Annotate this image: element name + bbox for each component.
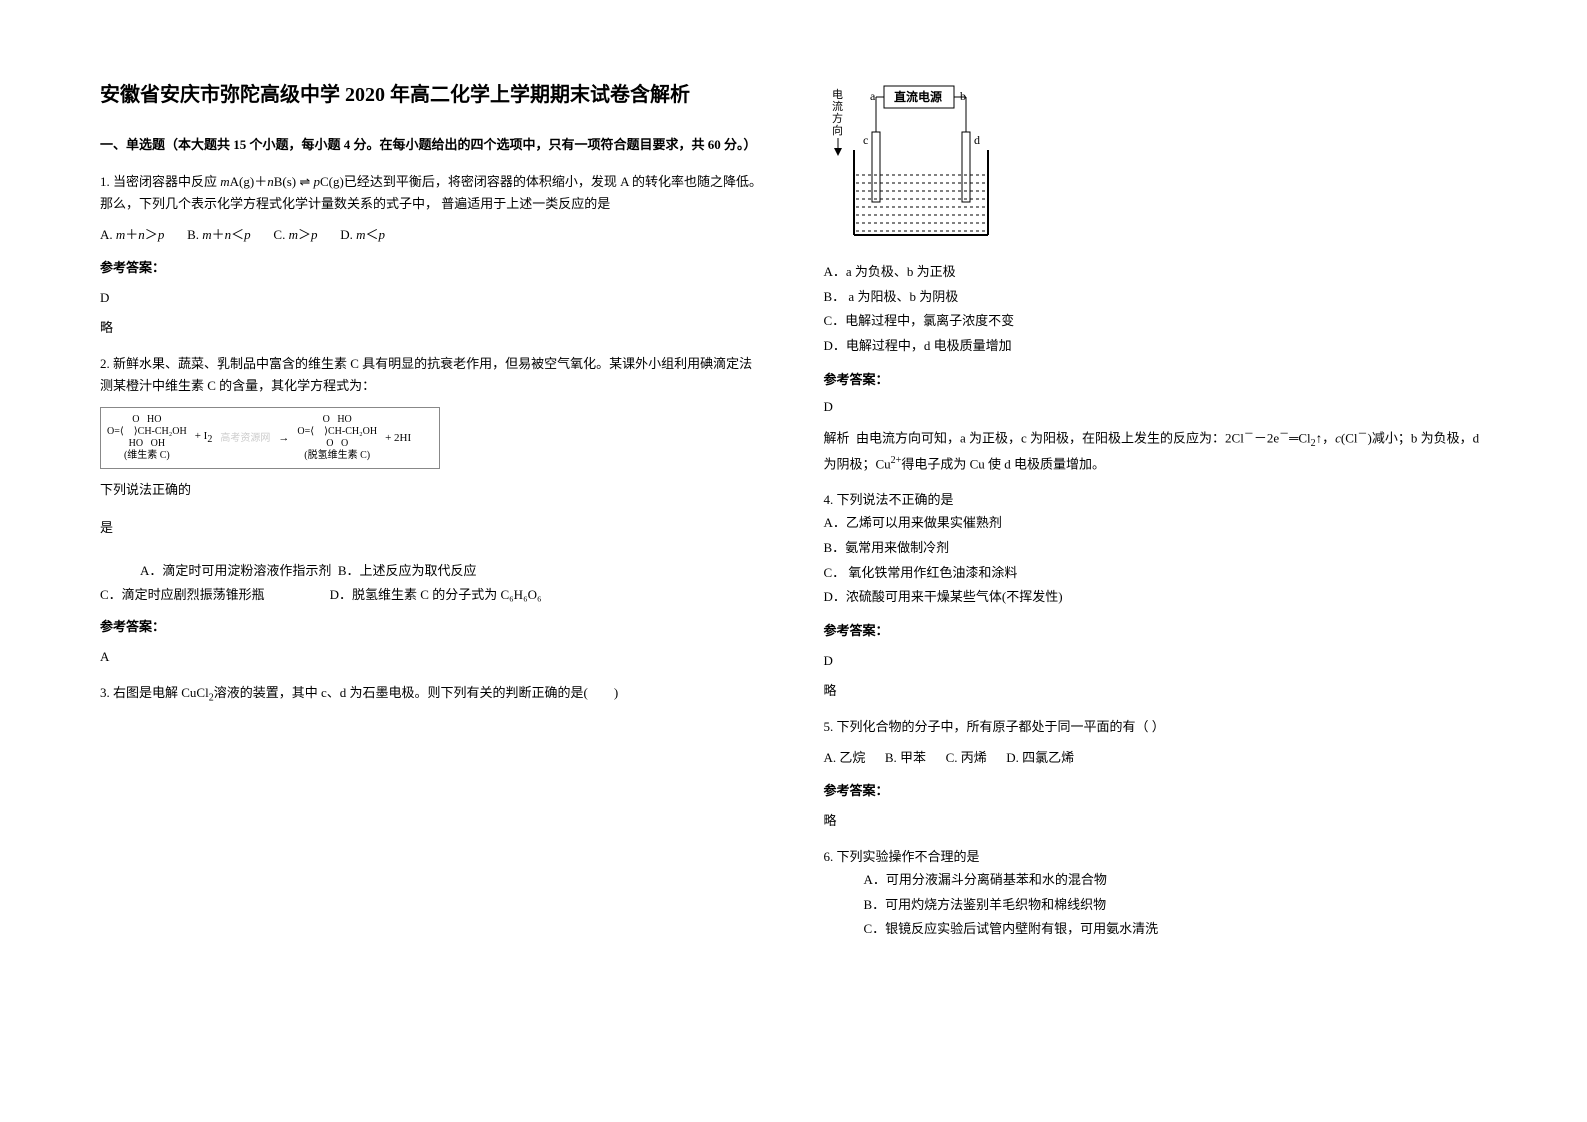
- q6-optA: A．可用分液漏斗分离硝基苯和水的混合物: [864, 868, 1488, 893]
- q5-optD: D. 四氯乙烯: [1006, 750, 1074, 765]
- q2-ans: A: [100, 646, 764, 668]
- q2-optC: C．滴定时应剧烈振荡锥形瓶: [100, 587, 265, 602]
- q4-optA: A．乙烯可以用来做果实催熟剂: [824, 511, 1488, 536]
- q3-optB: B． a 为阳极、b 为阴极: [824, 285, 1488, 310]
- q1-ans-label: 参考答案：: [100, 257, 764, 279]
- q2-options: A．滴定时可用淀粉溶液作指示剂 B．上述反应为取代反应 C．滴定时应剧烈振荡锥形…: [100, 559, 764, 606]
- q2-optA: A．滴定时可用淀粉溶液作指示剂: [140, 563, 331, 578]
- plus-i2: + I2: [195, 427, 213, 448]
- q6-options: A．可用分液漏斗分离硝基苯和水的混合物 B．可用灼烧方法鉴别羊毛织物和棉线织物 …: [824, 868, 1488, 942]
- arrow: →: [278, 429, 289, 448]
- q1-optC: C. m＞p: [273, 227, 317, 242]
- q4-text: 4. 下列说法不正确的是: [824, 489, 1488, 511]
- q4-ans-extra: 略: [824, 680, 1488, 702]
- q5-ans-extra: 略: [824, 810, 1488, 832]
- q1-optD: D. m＜p: [340, 227, 385, 242]
- question-6: 6. 下列实验操作不合理的是 A．可用分液漏斗分离硝基苯和水的混合物 B．可用灼…: [824, 846, 1488, 942]
- q5-optA: A. 乙烷: [824, 750, 866, 765]
- label-power: 直流电源: [894, 89, 942, 104]
- q3-explain: 解析 由电流方向可知，a 为正极，c 为阳极，在阳极上发生的反应为：2Cl－－2…: [824, 426, 1488, 475]
- q3-ans-label: 参考答案：: [824, 369, 1488, 388]
- label-b: b: [960, 89, 966, 103]
- question-2: 2. 新鲜水果、蔬菜、乳制品中富含的维生素 C 具有明显的抗衰老作用，但易被空气…: [100, 353, 764, 668]
- left-column: 安徽省安庆市弥陀高级中学 2020 年高二化学上学期期末试卷含解析 一、单选题（…: [100, 80, 764, 1082]
- q1-optA: A. m＋n＞p: [100, 227, 164, 242]
- q1-ans: D: [100, 287, 764, 309]
- q5-optB: B. 甲苯: [885, 750, 926, 765]
- q3-optC: C．电解过程中，氯离子浓度不变: [824, 309, 1488, 334]
- svg-text:流: 流: [832, 99, 843, 113]
- struct-dehydro: O HO O=⟨ ⟩CH-CH₂OH O O (脱氢维生素 C): [297, 414, 377, 462]
- q2-chem-diagram: O HO O=⟨ ⟩CH-CH₂OH HO OH (维生素 C) + I2 高考…: [100, 407, 440, 469]
- q6-text: 6. 下列实验操作不合理的是: [824, 846, 1488, 868]
- q5-optC: C. 丙烯: [946, 750, 987, 765]
- watermark: 高考资源网: [220, 430, 270, 447]
- q4-optD: D．浓硫酸可用来干燥某些气体(不挥发性): [824, 585, 1488, 610]
- right-column: 电 流 方 向 直流电源 a b c d: [824, 80, 1488, 1082]
- q4-ans: D: [824, 650, 1488, 672]
- struct-vitc: O HO O=⟨ ⟩CH-CH₂OH HO OH (维生素 C): [107, 414, 187, 462]
- section-header: 一、单选题（本大题共 15 个小题，每小题 4 分。在每小题给出的四个选项中，只…: [100, 134, 764, 153]
- svg-text:向: 向: [832, 123, 843, 137]
- q6-optC: C．银镜反应实验后试管内壁附有银，可用氨水清洗: [864, 917, 1488, 942]
- label-dir: 电: [832, 88, 843, 101]
- q2-followup2: 是: [100, 517, 764, 539]
- question-5: 5. 下列化合物的分子中，所有原子都处于同一平面的有（ ） A. 乙烷 B. 甲…: [824, 716, 1488, 832]
- label-d: d: [974, 133, 980, 147]
- page-title: 安徽省安庆市弥陀高级中学 2020 年高二化学上学期期末试卷含解析: [100, 80, 764, 110]
- svg-text:方: 方: [832, 111, 843, 125]
- electrolysis-svg: 电 流 方 向 直流电源 a b c d: [824, 80, 1014, 250]
- electrolysis-diagram: 电 流 方 向 直流电源 a b c d: [824, 80, 1488, 250]
- q3-text: 3. 右图是电解 CuCl2溶液的装置，其中 c、d 为石墨电极。则下列有关的判…: [100, 682, 764, 707]
- q3-optD: D．电解过程中，d 电极质量增加: [824, 334, 1488, 359]
- q5-text: 5. 下列化合物的分子中，所有原子都处于同一平面的有（ ）: [824, 716, 1488, 738]
- q2-ans-label: 参考答案：: [100, 616, 764, 638]
- label-a: a: [870, 89, 876, 103]
- q2-text: 2. 新鲜水果、蔬菜、乳制品中富含的维生素 C 具有明显的抗衰老作用，但易被空气…: [100, 353, 764, 397]
- question-4: 4. 下列说法不正确的是 A．乙烯可以用来做果实催熟剂 B．氨常用来做制冷剂 C…: [824, 489, 1488, 702]
- q6-optB: B．可用灼烧方法鉴别羊毛织物和棉线织物: [864, 893, 1488, 918]
- q1-options: A. m＋n＞p B. m＋n＜p C. m＞p D. m＜p: [100, 223, 764, 246]
- q3-optA: A．a 为负极、b 为正极: [824, 260, 1488, 285]
- q1-ans-extra: 略: [100, 317, 764, 339]
- q4-optB: B．氨常用来做制冷剂: [824, 536, 1488, 561]
- q2-optB: B．上述反应为取代反应: [338, 563, 477, 578]
- q4-ans-label: 参考答案：: [824, 620, 1488, 642]
- q2-optD: D．脱氢维生素 C 的分子式为 C₆H₆O₆: [330, 587, 542, 602]
- q5-ans-label: 参考答案：: [824, 780, 1488, 802]
- q1-optB: B. m＋n＜p: [187, 227, 251, 242]
- plus-2hi: + 2HI: [385, 429, 411, 448]
- q1-text: 1. 当密闭容器中反应 mA(g)＋nB(s) ⇌ pC(g)已经达到平衡后，将…: [100, 171, 764, 215]
- question-1: 1. 当密闭容器中反应 mA(g)＋nB(s) ⇌ pC(g)已经达到平衡后，将…: [100, 171, 764, 339]
- q5-options: A. 乙烷 B. 甲苯 C. 丙烯 D. 四氯乙烯: [824, 746, 1488, 769]
- q2-followup: 下列说法正确的: [100, 479, 764, 501]
- question-3-intro: 3. 右图是电解 CuCl2溶液的装置，其中 c、d 为石墨电极。则下列有关的判…: [100, 682, 764, 707]
- label-c: c: [863, 133, 868, 147]
- q3-ans: D: [824, 396, 1488, 418]
- q4-optC: C． 氧化铁常用作红色油漆和涂料: [824, 561, 1488, 586]
